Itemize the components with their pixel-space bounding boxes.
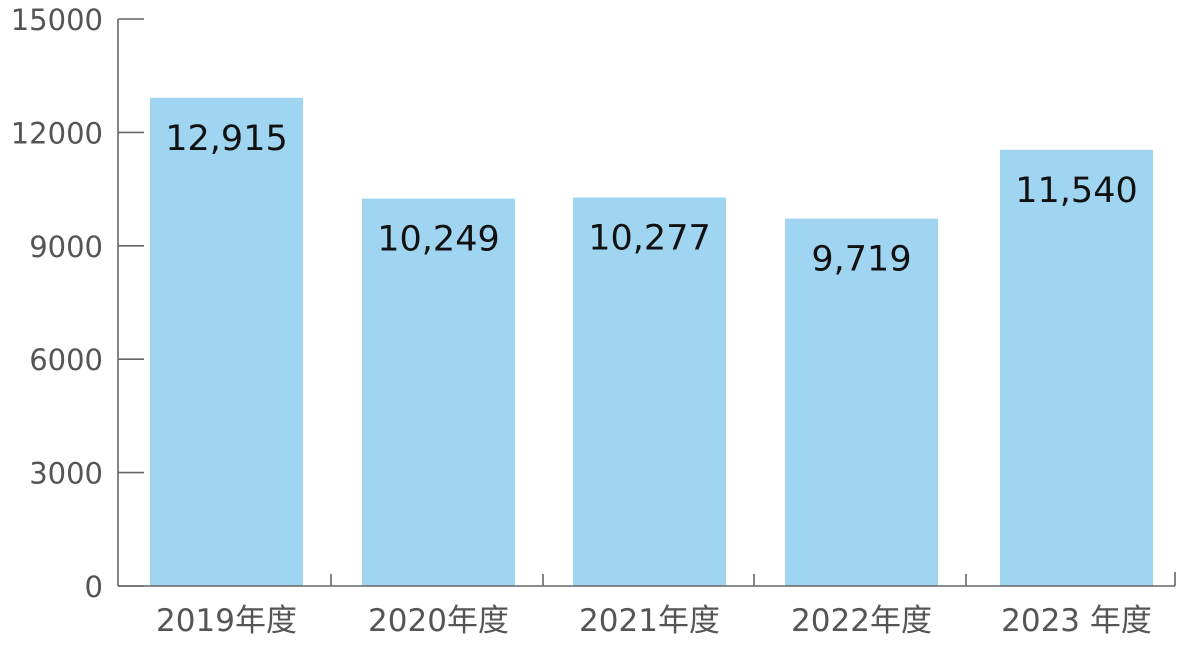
bar-4 [1000, 149, 1153, 586]
bar-2 [573, 197, 726, 586]
y-tick-label-4: 12000 [11, 116, 103, 150]
y-tick-label-3: 9000 [29, 230, 103, 264]
bars-layer [150, 97, 1153, 587]
x-tick-label-1: 2020年度 [368, 603, 509, 639]
bar-3 [785, 218, 938, 586]
labels-layer: 0 3000 6000 9000 12000 15000 2019年度 2020年度 2021年… [11, 3, 1152, 639]
y-tick-label-5: 15000 [11, 3, 103, 37]
y-tick-label-1: 3000 [29, 457, 103, 491]
y-tick-label-2: 6000 [29, 343, 103, 377]
bar-1 [362, 198, 515, 586]
y-tick-label-0: 0 [85, 570, 103, 604]
data-label-1: 10,249 [377, 220, 499, 260]
data-label-2: 10,277 [588, 219, 710, 259]
x-tick-label-3: 2022年度 [791, 603, 932, 639]
x-tick-label-4: 2023 年度 [1001, 603, 1152, 639]
axis-layer [117, 18, 1176, 587]
data-label-0: 12,915 [165, 119, 287, 159]
data-label-4: 11,540 [1015, 171, 1137, 211]
x-tick-label-0: 2019年度 [156, 603, 297, 639]
data-label-3: 9,719 [811, 240, 911, 280]
bar-0 [150, 97, 303, 587]
x-tick-label-2: 2021年度 [579, 603, 720, 639]
